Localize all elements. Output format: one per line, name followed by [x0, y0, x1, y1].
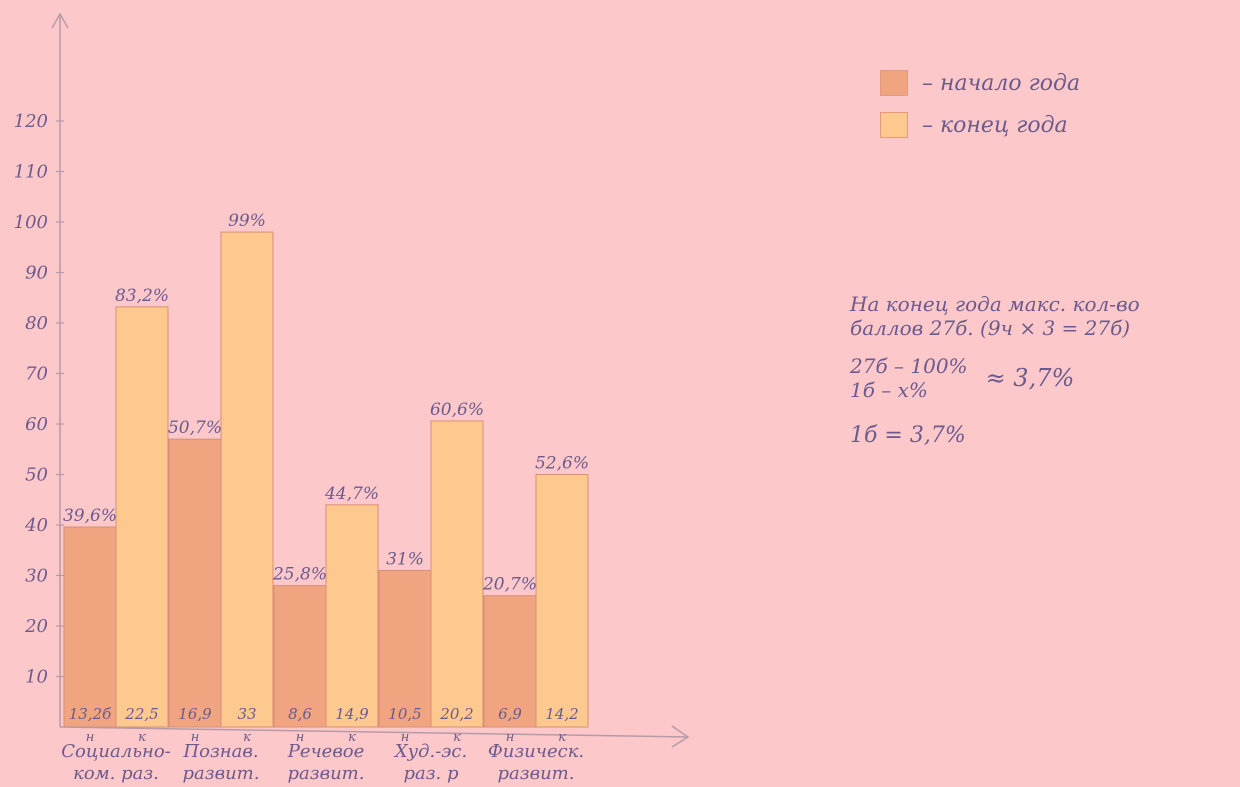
y-tick-label-30: 30 [25, 566, 48, 587]
y-tick-label-120: 120 [14, 111, 48, 132]
bar-start-0 [63, 526, 117, 728]
value-label-end-3: 60,6% [430, 400, 484, 420]
category-label-3-line2: раз. р [403, 763, 459, 784]
score-label-start-3: 10,5 [388, 705, 421, 723]
legend-swatch-end [880, 112, 908, 138]
value-label-start-2: 25,8% [272, 565, 327, 585]
score-label-end-1: 33 [237, 705, 256, 723]
category-label-4-line1: Физическ. [488, 741, 584, 762]
category-label-0-line1: Социально- [61, 741, 171, 762]
value-label-start-0: 39,6% [63, 506, 117, 526]
legend-label-end: – конец года [922, 112, 1068, 138]
value-label-start-4: 20,7% [482, 575, 537, 595]
value-label-end-1: 99% [228, 211, 266, 231]
score-label-end-0: 22,5 [124, 705, 158, 723]
calc-line-1: 27б – 100% [850, 354, 968, 378]
y-tick-label-60: 60 [25, 414, 48, 435]
x-axis [59, 726, 689, 738]
series-marker-start-4: н [506, 730, 515, 745]
approx-result: ≈ 3,7% [985, 364, 1075, 392]
calculation-note: На конец года макс. кол-во баллов 27б. (… [850, 292, 1235, 448]
bar-end-3 [430, 420, 484, 728]
y-tick-label-50: 50 [25, 465, 48, 486]
series-marker-end-1: к [243, 730, 251, 745]
legend-label-start: – начало года [922, 70, 1081, 96]
value-label-start-1: 50,7% [168, 418, 222, 438]
value-label-end-2: 44,7% [324, 484, 379, 504]
value-label-end-4: 52,6% [535, 454, 589, 474]
legend: – начало года – конец года [880, 62, 1080, 146]
bar-start-2 [273, 585, 327, 728]
bars [63, 231, 589, 728]
note-line-1: На конец года макс. кол-во [850, 292, 1140, 316]
x-axis-arrow [671, 725, 690, 748]
score-label-end-4: 14,2 [545, 705, 578, 723]
series-marker-start-0: н [86, 730, 95, 745]
category-label-0-line2: ком. раз. [73, 763, 159, 784]
category-label-1-line2: развит. [183, 763, 260, 784]
series-marker-start-1: н [191, 730, 200, 745]
value-label-end-0: 83,2% [115, 286, 169, 306]
y-tick-label-40: 40 [24, 515, 48, 536]
score-label-start-0: 13,2б [69, 705, 112, 723]
bar-start-3 [378, 569, 432, 728]
proportion-calc: 27б – 100% 1б – х% ≈ 3,7% [850, 354, 1235, 402]
category-label-4-line2: развит. [498, 763, 575, 784]
series-marker-start-3: н [401, 730, 410, 745]
series-marker-start-2: н [296, 730, 305, 745]
legend-item-start: – начало года [880, 62, 1080, 104]
series-marker-end-3: к [453, 730, 461, 745]
score-label-start-4: 6,9 [498, 705, 522, 723]
score-label-end-2: 14,9 [335, 705, 369, 723]
bar-start-4 [483, 595, 537, 728]
value-label-start-3: 31% [386, 549, 424, 569]
legend-item-end: – конец года [880, 104, 1080, 146]
y-tick-label-90: 90 [25, 263, 48, 284]
score-label-start-1: 16,9 [178, 705, 212, 723]
category-label-2-line2: развит. [288, 763, 365, 784]
y-tick-label-100: 100 [14, 212, 48, 233]
series-marker-end-4: к [558, 730, 566, 745]
y-tick-label-70: 70 [25, 364, 48, 385]
bar-end-4 [535, 474, 589, 728]
series-marker-end-0: к [138, 730, 146, 745]
point-value-rule: 1б = 3,7% [850, 423, 966, 448]
series-marker-end-2: к [348, 730, 356, 745]
category-label-2-line1: Речевое [287, 741, 365, 762]
bar-end-1 [220, 231, 274, 728]
legend-swatch-start [880, 70, 908, 96]
y-tick-label-10: 10 [25, 667, 48, 688]
y-tick-label-20: 20 [24, 616, 48, 637]
proportion-lines: 27б – 100% 1б – х% [850, 354, 968, 402]
bar-end-0 [115, 306, 169, 728]
bar-start-1 [168, 438, 222, 728]
y-tick-label-80: 80 [25, 313, 48, 334]
category-label-1-line1: Познав. [182, 741, 258, 762]
note-line-2: баллов 27б. (9ч × 3 = 27б) [850, 316, 1131, 340]
score-label-start-2: 8,6 [288, 705, 312, 723]
score-label-end-3: 20,2 [439, 705, 473, 723]
calc-line-2: 1б – х% [850, 378, 928, 402]
bar-end-2 [325, 504, 379, 728]
data-labels: 39,6% 13,2б 83,2% 22,5 50,7% 16,9 99% 33 25,8% 8,… [63, 211, 589, 723]
category-label-3-line1: Худ.-эс. [393, 741, 467, 762]
y-tick-label-110: 110 [14, 162, 48, 183]
y-tick-labels: 10 20 30 40 50 60 70 80 90 100 110 120 [14, 111, 48, 688]
y-axis-arrow [51, 12, 69, 29]
